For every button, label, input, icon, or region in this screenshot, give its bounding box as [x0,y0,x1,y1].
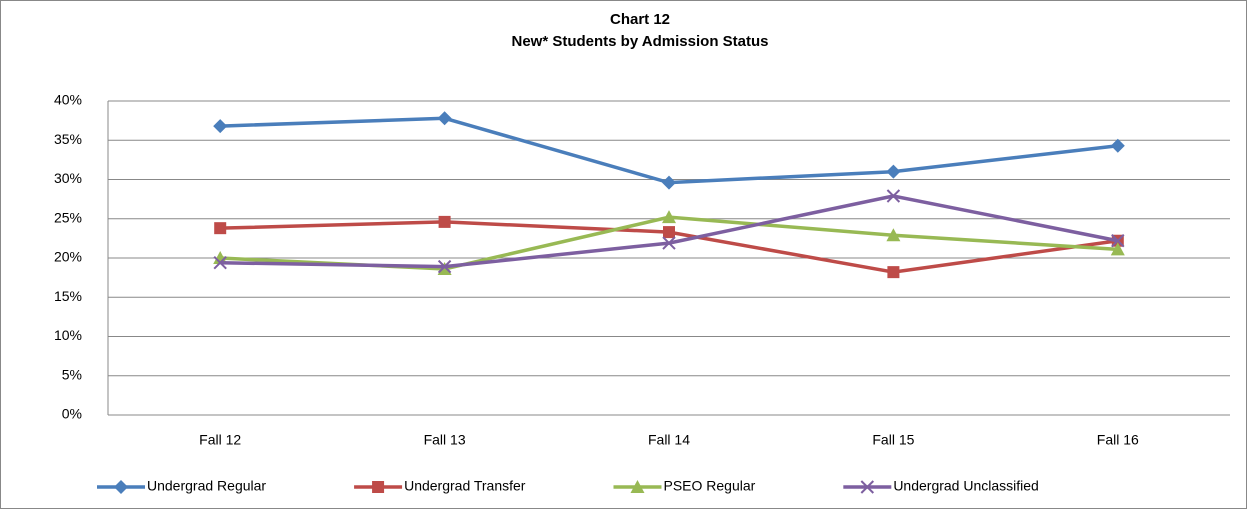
data-point [437,111,452,126]
data-point [437,259,452,274]
data-point [1110,138,1125,153]
legend-label: Undergrad Regular [147,478,266,494]
data-point [887,266,900,279]
legend-marker [630,480,645,493]
y-tick-label: 0% [62,406,82,422]
legend-label: Undergrad Unclassified [893,478,1039,494]
data-point [1111,234,1125,248]
y-tick-label: 5% [62,366,82,382]
legend-label: Undergrad Transfer [404,478,526,494]
x-tick-label: Fall 14 [648,432,690,448]
data-point [662,210,676,224]
data-point [662,175,676,190]
y-tick-label: 35% [54,131,82,147]
data-point [886,164,901,179]
x-tick-label: Fall 12 [199,432,241,448]
x-tick-label: Fall 13 [424,432,466,448]
data-point [214,222,227,235]
x-tick-label: Fall 15 [872,432,914,448]
legend-marker [860,480,875,494]
chart-title: Chart 12 [610,11,670,28]
data-point [438,215,451,228]
data-point [886,228,901,242]
x-tick-label: Fall 16 [1097,432,1139,448]
legend-marker [114,480,128,494]
y-tick-label: 15% [54,288,82,304]
legend-label: PSEO Regular [663,478,755,494]
data-point [886,189,901,203]
y-tick-label: 20% [54,249,82,265]
y-tick-label: 10% [54,327,82,343]
data-point [213,251,228,264]
data-point [662,236,676,250]
legend-marker [372,481,385,493]
y-tick-label: 30% [54,170,82,186]
data-point [437,261,452,275]
data-point [1110,242,1125,256]
data-point [663,226,675,239]
data-point [213,119,228,134]
chart-subtitle: New* Students by Admission Status [512,33,769,50]
data-point [213,256,227,270]
y-tick-label: 25% [54,209,82,225]
y-tick-label: 40% [54,92,82,108]
